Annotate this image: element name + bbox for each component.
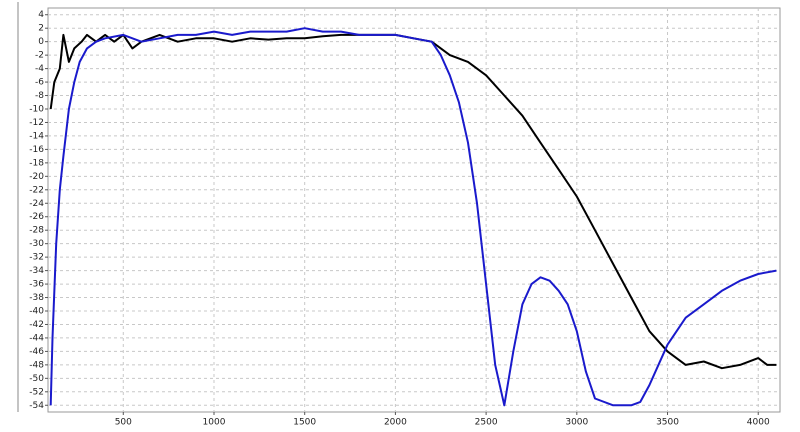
y-tick-label: -20 <box>29 172 44 182</box>
y-tick-label: -30 <box>29 239 44 249</box>
x-tick-label: 1500 <box>293 418 316 428</box>
y-tick-label: 0 <box>38 37 44 47</box>
y-tick-label: 2 <box>38 24 44 34</box>
x-tick-label: 4000 <box>747 418 770 428</box>
y-tick-label: -8 <box>35 91 44 101</box>
y-tick-label: -14 <box>29 131 44 141</box>
x-tick-label: 1000 <box>203 418 226 428</box>
y-tick-label: -16 <box>29 145 44 155</box>
y-tick-label: -54 <box>29 401 44 411</box>
y-tick-label: -12 <box>29 118 44 128</box>
plot-area <box>47 7 781 413</box>
x-tick-label: 3500 <box>656 418 679 428</box>
y-tick-label: -44 <box>29 333 44 343</box>
y-tick-label: -46 <box>29 347 44 357</box>
y-tick-label: -40 <box>29 307 44 317</box>
y-tick-label: -42 <box>29 320 44 330</box>
y-tick-label: -10 <box>29 105 44 115</box>
series-line <box>49 27 777 407</box>
y-tick-label: -4 <box>35 64 44 74</box>
y-tick-label: -28 <box>29 226 44 236</box>
x-tick-label: 500 <box>115 418 132 428</box>
y-tick-label: -32 <box>29 253 44 263</box>
y-tick-label: -24 <box>29 199 44 209</box>
y-tick-label: -18 <box>29 158 44 168</box>
y-tick-label: -52 <box>29 387 44 397</box>
y-tick-label: -48 <box>29 360 44 370</box>
y-tick-label: 4 <box>38 10 44 20</box>
y-tick-label: -34 <box>29 266 44 276</box>
y-tick-label: -6 <box>35 78 44 88</box>
x-tick-label: 2500 <box>475 418 498 428</box>
y-tick-label: -36 <box>29 280 44 290</box>
y-tick-label: -50 <box>29 374 44 384</box>
y-tick-label: -38 <box>29 293 44 303</box>
y-tick-label: -22 <box>29 185 44 195</box>
x-tick-label: 2000 <box>384 418 407 428</box>
y-tick-label: -26 <box>29 212 44 222</box>
y-tick-label: -2 <box>35 51 44 61</box>
x-tick-label: 3000 <box>565 418 588 428</box>
